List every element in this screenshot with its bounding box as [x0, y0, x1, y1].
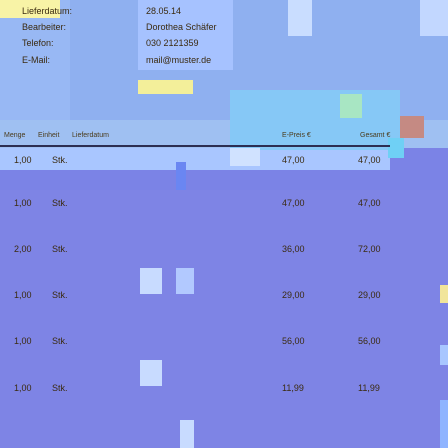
light-block-d: [180, 420, 194, 448]
yellow-strip-mid: [138, 80, 193, 94]
row-unit: Stk.: [52, 155, 68, 165]
row-unit: Stk.: [52, 290, 68, 300]
row-quantity: 1,00: [14, 383, 32, 393]
row-unit: Stk.: [52, 336, 68, 346]
row-unit-price: 36,00: [282, 244, 305, 254]
light-block-a: [140, 268, 162, 294]
agent-label: Bearbeiter:: [22, 22, 67, 32]
row-total: 11,99: [358, 383, 380, 393]
row-unit-price: 11,99: [282, 383, 304, 393]
blue-right-b: [440, 400, 448, 448]
row-quantity: 1,00: [14, 198, 32, 208]
row-unit-price: 47,00: [282, 155, 305, 165]
blue-marker: [176, 162, 186, 190]
light-square-a: [288, 0, 312, 36]
green-square: [340, 94, 362, 118]
row-total: 47,00: [358, 155, 381, 165]
row-unit-price: 29,00: [282, 290, 305, 300]
row-quantity: 1,00: [14, 290, 32, 300]
cyan-square: [388, 138, 404, 158]
yellow-right: [440, 285, 448, 303]
row-total: 29,00: [358, 290, 381, 300]
row-unit: Stk.: [52, 383, 68, 393]
phone-value: 030 2121359: [146, 38, 199, 48]
row-unit-price: 56,00: [282, 336, 305, 346]
email-value: mail@muster.de: [146, 55, 212, 65]
agent-value: Dorothea Schäfer: [146, 22, 217, 32]
row-quantity: 1,00: [14, 155, 32, 165]
yellow-strip-top: [0, 0, 60, 18]
row-quantity: 2,00: [14, 244, 32, 254]
delivery-date-value: 28.05.14: [146, 6, 182, 16]
row-total: 56,00: [358, 336, 381, 346]
row-total: 47,00: [358, 198, 381, 208]
header-rule: [0, 145, 390, 147]
pale-square: [230, 148, 260, 166]
email-label: E-Mail:: [22, 55, 51, 65]
cyan-right-band: [230, 90, 400, 150]
col-header-unit-price: E-Preis €: [282, 132, 311, 139]
row-unit: Stk.: [52, 198, 68, 208]
col-header-delivery-date: Lieferdatum: [72, 132, 109, 139]
grid-lower: [0, 190, 448, 448]
light-square-b: [420, 0, 448, 36]
delivery-date-label: Lieferdatum:: [22, 6, 73, 16]
row-unit-price: 47,00: [282, 198, 305, 208]
light-block-c: [140, 360, 162, 386]
row-total: 72,00: [358, 244, 381, 254]
meta-value-panel: [138, 0, 233, 70]
light-block-b: [176, 268, 194, 294]
col-header-total: Gesamt €: [360, 132, 391, 139]
red-square: [400, 116, 424, 138]
phone-label: Telefon:: [22, 38, 54, 48]
row-unit: Stk.: [52, 244, 68, 254]
first-row-band: [0, 148, 390, 170]
blue-right-a: [440, 345, 448, 365]
row-quantity: 1,00: [14, 336, 32, 346]
col-header-quantity: Menge: [4, 132, 26, 139]
col-header-unit: Einheit: [38, 132, 60, 139]
